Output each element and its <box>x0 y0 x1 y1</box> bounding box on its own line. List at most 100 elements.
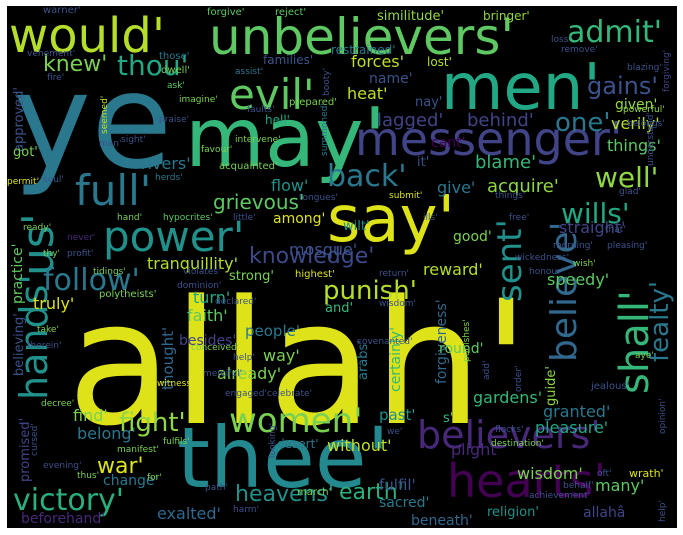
word: forgive' <box>207 7 245 18</box>
word: thy' <box>43 249 61 259</box>
word: loss' <box>551 35 571 45</box>
word: believing' <box>12 313 27 376</box>
word: wrath' <box>629 467 664 480</box>
word: ready' <box>23 223 52 233</box>
word: march' <box>297 487 332 498</box>
word: round' <box>439 341 484 357</box>
word: highest' <box>295 269 335 280</box>
word: dwell' <box>161 65 190 76</box>
word: summoned' <box>320 103 330 156</box>
word: knowledge' <box>249 244 375 269</box>
word: say' <box>327 183 456 257</box>
word: tidings' <box>93 267 126 277</box>
word: declared' <box>215 297 257 307</box>
word: way' <box>263 346 300 365</box>
word: seemed' <box>100 95 110 134</box>
word: similitude' <box>377 9 445 24</box>
word: destination' <box>491 439 544 449</box>
word: engaged' <box>225 389 267 399</box>
word: merciful' <box>203 369 243 379</box>
word: admit' <box>567 15 662 50</box>
word: evening' <box>43 461 82 471</box>
word: for' <box>147 473 162 483</box>
word: jealous' <box>591 381 630 392</box>
word: we' <box>387 427 403 437</box>
word: granted' <box>543 402 611 421</box>
word: hypocrites' <box>163 213 213 223</box>
word: sacred' <box>379 495 430 511</box>
word: flocks' <box>495 425 524 435</box>
word: imagine' <box>179 95 218 105</box>
word: knew' <box>43 52 108 77</box>
word: exalted' <box>157 504 221 523</box>
word: help' <box>233 353 255 363</box>
word: faith' <box>187 306 228 325</box>
word: would' <box>9 8 166 64</box>
word: speedy' <box>547 270 610 289</box>
word: people' <box>245 322 300 340</box>
word: cursed' <box>30 423 40 456</box>
word: remove' <box>561 45 598 55</box>
word: soul' <box>43 175 64 185</box>
word: ask' <box>167 81 185 91</box>
word: follow' <box>43 263 140 298</box>
word: turn' <box>193 288 231 307</box>
word: guide' <box>544 366 559 406</box>
word: behalf' <box>563 481 594 491</box>
word: dominion' <box>177 281 222 291</box>
word: rivers' <box>141 154 191 173</box>
word: and' <box>325 301 354 316</box>
word: profit' <box>67 249 94 259</box>
word: those' <box>159 51 190 62</box>
word: thou' <box>117 49 189 82</box>
word: nay' <box>415 95 443 110</box>
word: besides' <box>179 333 237 349</box>
word: vehement' <box>27 49 76 59</box>
word: assist' <box>235 67 264 77</box>
word: heavens' <box>235 482 334 507</box>
word: allah' <box>67 263 530 464</box>
word: well' <box>595 161 659 194</box>
word: among' <box>273 211 326 227</box>
word: opinion' <box>658 398 668 434</box>
word: name' <box>369 71 413 87</box>
word: forces' <box>351 52 405 71</box>
word: war' <box>97 454 144 479</box>
word: victory' <box>13 483 125 518</box>
word: flow' <box>271 176 309 195</box>
word: beneath' <box>411 513 473 528</box>
word: earth' <box>339 480 404 505</box>
word: gains' <box>587 72 658 100</box>
word: blazing' <box>627 63 662 73</box>
word: women' <box>229 401 363 441</box>
word: fight' <box>119 408 186 438</box>
word: achievement' <box>529 491 591 501</box>
word: free' <box>509 213 530 223</box>
word: conceived' <box>191 343 240 353</box>
word: believers' <box>417 413 601 457</box>
word: help' <box>658 500 668 522</box>
word: wickedness' <box>515 253 570 263</box>
word: punish' <box>323 276 417 306</box>
word: hand' <box>117 213 143 223</box>
word: reject' <box>275 7 307 18</box>
word: straight' <box>559 218 626 237</box>
word: fulfils' <box>163 437 190 447</box>
word: thus' <box>77 471 100 481</box>
word: gardens' <box>473 388 543 407</box>
word: religion' <box>487 505 539 520</box>
word-cloud: allah' ye thee' may' men' say' unbelieve… <box>7 6 677 528</box>
word: belong' <box>77 424 136 443</box>
word: messenger' <box>355 112 623 166</box>
word: wilt' <box>343 219 370 234</box>
word: wills' <box>561 197 630 230</box>
word: harm' <box>233 505 260 515</box>
word: restrained' <box>331 43 396 57</box>
word: got' <box>13 145 38 160</box>
word: powerful' <box>623 105 665 115</box>
word: lagged' <box>377 110 444 131</box>
word: strong' <box>229 269 274 284</box>
word: behind' <box>467 110 534 131</box>
word: morning' <box>553 241 593 251</box>
word: good' <box>453 229 492 245</box>
